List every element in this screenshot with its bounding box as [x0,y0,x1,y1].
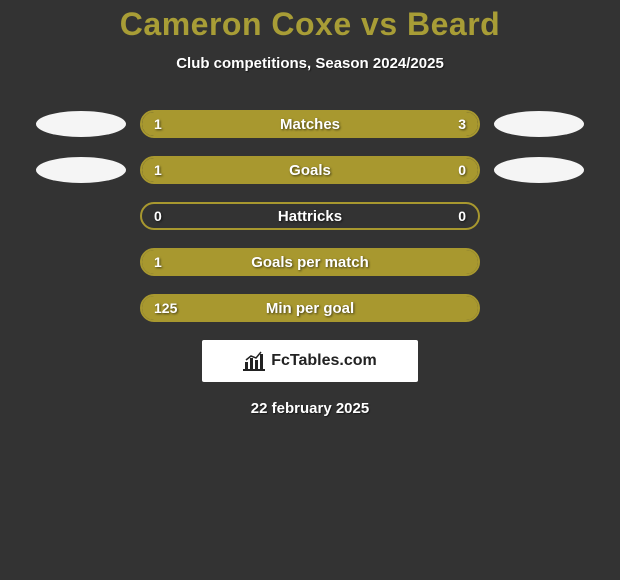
brand-badge: FcTables.com [202,340,418,382]
comparison-infographic: Cameron Coxe vs Beard Club competitions,… [0,0,620,417]
stat-row: Goals10 [0,156,620,184]
bar-fill [142,296,478,320]
stat-row: Min per goal125 [0,294,620,322]
stat-row: Hattricks0 0 [0,202,620,230]
stat-bar: Goals10 [140,156,480,184]
chart-icon [243,351,265,371]
stat-bar: Goals per match1 [140,248,480,276]
team-logo-left [36,111,126,137]
stat-value-right: 0 [458,204,466,228]
page-title: Cameron Coxe vs Beard [0,6,620,43]
team-logo-right [494,157,584,183]
stat-label: Hattricks [142,204,478,228]
stat-row: Matches13 [0,110,620,138]
bar-fill-left [142,158,404,182]
subtitle: Club competitions, Season 2024/2025 [0,55,620,72]
team-logo-left [36,157,126,183]
bar-fill-left [142,112,226,136]
stat-rows: Matches13 Goals10 Hattricks0 0 Goals per mat… [0,110,620,322]
bar-fill-right [404,158,478,182]
stat-bar: Matches13 [140,110,480,138]
stat-row: Goals per match1 [0,248,620,276]
team-logo-right [494,111,584,137]
stat-value-left: 0 [154,204,162,228]
stat-bar: Hattricks0 0 [140,202,480,230]
bar-fill-right [226,112,478,136]
brand-text: FcTables.com [271,352,377,370]
stat-bar: Min per goal125 [140,294,480,322]
bar-fill [142,250,478,274]
date-text: 22 february 2025 [0,400,620,417]
